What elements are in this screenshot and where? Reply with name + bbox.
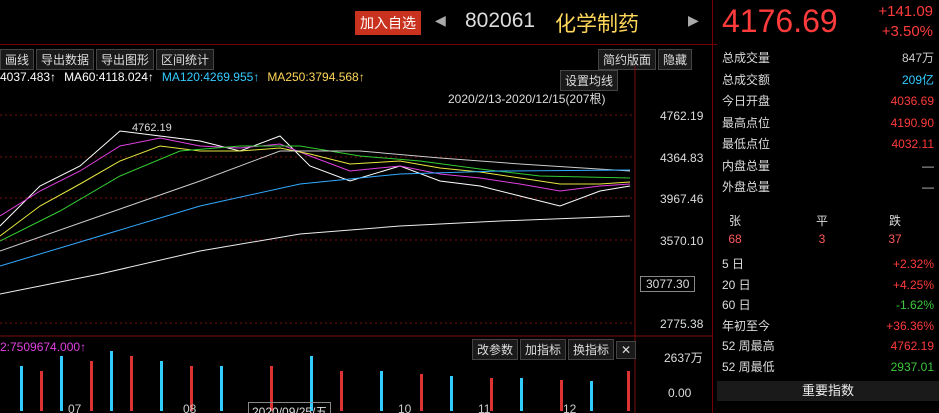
stat-value: 4036.69 bbox=[890, 94, 934, 108]
footer-tab[interactable]: 重要指数 bbox=[717, 381, 939, 401]
breadth-head: 张 bbox=[728, 214, 741, 228]
stat-value: -1.62% bbox=[895, 298, 934, 312]
x-label: 08 bbox=[183, 402, 197, 413]
stat-row: 总成交额 209亿 bbox=[722, 70, 934, 91]
stat-row: 内盘总量 — bbox=[722, 156, 934, 177]
prev-button[interactable]: ◀ bbox=[435, 12, 446, 28]
stat-label: 年初至今 bbox=[722, 318, 771, 333]
cursor-price: 3077.30 bbox=[640, 276, 696, 292]
toolbar: 简约版面 隐藏 bbox=[598, 49, 694, 70]
stat-row: 5 日 +2.32% bbox=[722, 254, 934, 275]
stat-label: 最低点位 bbox=[722, 137, 771, 151]
stat-value: — bbox=[922, 158, 934, 173]
ma-value: MA60:4118.024↑ bbox=[64, 70, 154, 84]
stat-value: — bbox=[922, 180, 934, 194]
ma-value: MA250:3794.568↑ bbox=[267, 70, 365, 84]
stat-row: 52 周最低 2937.01 bbox=[722, 357, 934, 378]
stat-value: +4.25% bbox=[892, 277, 934, 292]
code: 802061 bbox=[465, 9, 536, 32]
divider bbox=[712, 0, 713, 413]
toolbar-button[interactable]: 改参数 bbox=[472, 339, 519, 360]
toolbar-button[interactable]: 简约版面 bbox=[598, 49, 657, 70]
stat-label: 20 日 bbox=[722, 277, 751, 292]
toolbar-button[interactable]: 画线 bbox=[0, 49, 35, 70]
volume-label: 2637万 bbox=[664, 351, 703, 365]
chart-area bbox=[0, 66, 712, 413]
stat-label: 最高点位 bbox=[722, 115, 771, 130]
price-label: 4762.19 bbox=[660, 109, 704, 123]
breadth-value: 37 bbox=[888, 232, 902, 246]
stat-value: 4190.90 bbox=[890, 115, 934, 130]
x-label: 11 bbox=[478, 402, 491, 413]
price-label: 3570.10 bbox=[660, 234, 704, 248]
ma-legend: 4037.483↑ MA60:4118.024↑ MA120:4269.955↑ MA… bbox=[0, 70, 373, 84]
volume-label: 0.00 bbox=[668, 386, 692, 400]
stat-label: 总成交额 bbox=[722, 72, 771, 87]
price-label: 3967.46 bbox=[660, 192, 704, 206]
toolbar: 画线 导出数据 导出图形 区间统计 bbox=[0, 49, 216, 70]
stat-row: 年初至今 +36.36% bbox=[722, 316, 934, 337]
stat-value: +2.32% bbox=[892, 257, 934, 271]
stat-value: 4762.19 bbox=[890, 339, 934, 353]
breadth-value: 3 bbox=[818, 232, 826, 246]
volume-legend: 2:7509674.000↑ bbox=[0, 340, 87, 354]
stat-row: 最高点位 4190.90 bbox=[722, 113, 934, 134]
stat-value: +36.36% bbox=[886, 318, 934, 333]
stat-value: 2937.01 bbox=[890, 359, 934, 374]
stat-label: 今日开盘 bbox=[722, 94, 771, 108]
stat-value: 209亿 bbox=[901, 72, 934, 87]
stat-label: 内盘总量 bbox=[722, 158, 771, 173]
stat-row: 20 日 +4.25% bbox=[722, 275, 934, 296]
stat-label: 60 日 bbox=[722, 298, 751, 312]
stat-row: 外盘总量 — bbox=[722, 177, 934, 198]
breadth-value: 68 bbox=[728, 232, 742, 246]
ma-value: 4037.483↑ bbox=[0, 70, 57, 84]
stat-label: 总成交量 bbox=[722, 51, 771, 65]
divider bbox=[0, 44, 717, 45]
stat-row: 52 周最高 4762.19 bbox=[722, 336, 934, 357]
toolbar-button[interactable]: ✕ bbox=[616, 341, 637, 359]
toolbar-button[interactable]: 换指标 bbox=[568, 339, 615, 360]
high-note: 4762.19 bbox=[132, 122, 172, 134]
set-ma-button[interactable]: 设置均线 bbox=[560, 70, 619, 91]
name: 化学制药 bbox=[555, 13, 639, 36]
toolbar-button[interactable]: 区间统计 bbox=[156, 49, 215, 70]
stat-label: 外盘总量 bbox=[722, 180, 771, 194]
stat-label: 5 日 bbox=[722, 257, 745, 271]
x-label: 10 bbox=[398, 402, 412, 413]
stat-value: 847万 bbox=[901, 51, 934, 65]
volume-buttons: 改参数 加指标 换指标 ✕ bbox=[472, 339, 638, 360]
stat-row: 总成交量 847万 bbox=[722, 48, 934, 69]
ma-value: MA120:4269.955↑ bbox=[161, 70, 260, 84]
breadth-head: 跌 bbox=[888, 214, 901, 228]
stat-row: 60 日 -1.62% bbox=[722, 295, 934, 316]
price-label: 2775.38 bbox=[660, 317, 704, 331]
stat-value: 4032.11 bbox=[891, 137, 935, 151]
x-label: 07 bbox=[68, 402, 82, 413]
range: 2020/2/13-2020/12/15(207根) bbox=[448, 92, 606, 106]
stat-label: 52 周最高 bbox=[722, 339, 775, 353]
toolbar-button[interactable]: 导出数据 bbox=[36, 49, 95, 70]
stat-row: 今日开盘 4036.69 bbox=[722, 91, 934, 112]
toolbar-button[interactable]: 隐藏 bbox=[658, 49, 693, 70]
change: +141.09 bbox=[878, 3, 933, 20]
x-label: 12 bbox=[563, 402, 577, 413]
breadth-head: 平 bbox=[815, 214, 828, 228]
price: 4176.69 bbox=[722, 3, 838, 39]
toolbar-button[interactable]: 导出图形 bbox=[96, 49, 155, 70]
add-watch-button[interactable]: 加入自选 bbox=[355, 11, 421, 35]
next-button[interactable]: ▶ bbox=[688, 12, 699, 28]
stat-row: 最低点位 4032.11 bbox=[722, 134, 934, 155]
stat-label: 52 周最低 bbox=[722, 359, 775, 374]
change-pct: +3.50% bbox=[881, 23, 933, 40]
cursor-date: 2020/09/25/五 bbox=[248, 402, 332, 413]
price-label: 4364.83 bbox=[660, 151, 704, 165]
toolbar-button[interactable]: 加指标 bbox=[520, 339, 567, 360]
